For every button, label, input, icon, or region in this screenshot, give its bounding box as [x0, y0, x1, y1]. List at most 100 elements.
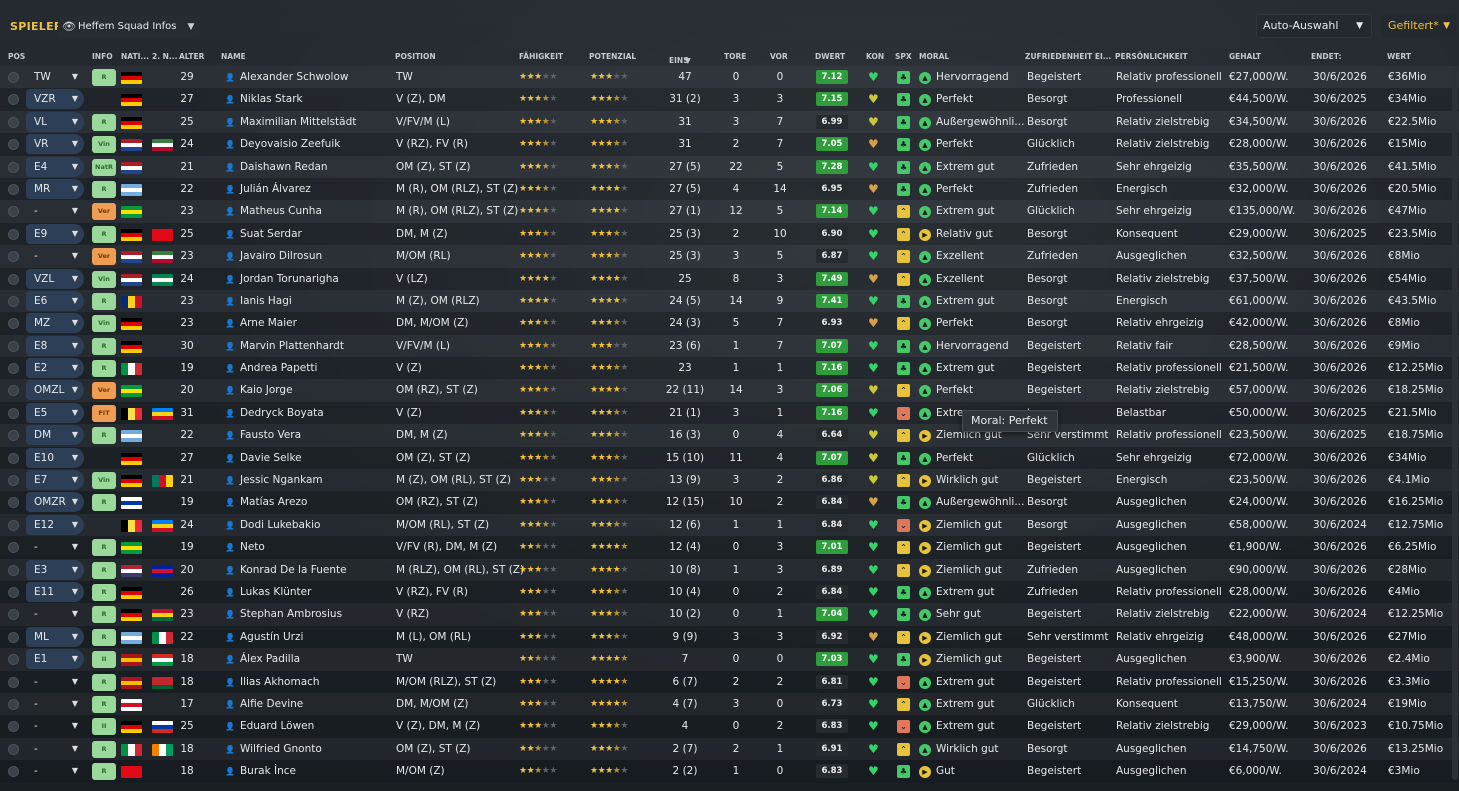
table-row[interactable]: TW ▼ R 29 👤 Alexander Schwolow TW ★★★★★ ★★…: [0, 66, 1459, 88]
col-condition[interactable]: KON: [866, 52, 885, 61]
table-row[interactable]: E8 ▼ R 30 👤 Marvin Plattenhardt V/FV/M (L)…: [0, 335, 1459, 357]
player-name[interactable]: 👤 Arne Maier: [225, 312, 297, 335]
player-name[interactable]: 👤 Agustín Urzi: [225, 626, 303, 649]
table-row[interactable]: VZR ▼ 27 👤 Niklas Stark V (Z), DM ★★★★★ ★★…: [0, 88, 1459, 111]
table-row[interactable]: E6 ▼ R 23 👤 Ianis Hagi M (Z), OM (RLZ) ★★★…: [0, 290, 1459, 312]
col-age[interactable]: ALTER: [179, 52, 205, 61]
position-selector[interactable]: MZ ▼: [26, 313, 84, 334]
info-badge[interactable]: R: [92, 583, 116, 601]
position-selector[interactable]: E4 ▼: [26, 156, 84, 177]
table-row[interactable]: VR ▼ Vin 24 👤 Deyovaisio Zeefuik V (RZ), F…: [0, 133, 1459, 156]
player-name[interactable]: 👤 Burak İnce: [225, 760, 296, 783]
info-badge[interactable]: R: [92, 494, 116, 512]
position-selector[interactable]: - ▼: [26, 739, 84, 759]
select-radio[interactable]: [8, 72, 19, 83]
filter-dropdown[interactable]: Gefiltert* ▼: [1382, 14, 1456, 38]
select-radio[interactable]: [8, 116, 19, 128]
col-potential[interactable]: POTENZIAL: [589, 52, 637, 61]
position-selector[interactable]: E7 ▼: [26, 470, 84, 491]
select-radio[interactable]: [8, 94, 19, 106]
info-badge[interactable]: Ver: [92, 248, 116, 266]
select-radio[interactable]: [8, 251, 19, 263]
info-badge[interactable]: R: [92, 360, 116, 378]
select-radio[interactable]: [8, 183, 19, 195]
info-badge[interactable]: R: [92, 763, 116, 781]
position-selector[interactable]: E9 ▼: [26, 223, 84, 244]
player-name[interactable]: 👤 Niklas Stark: [225, 88, 303, 111]
position-selector[interactable]: E3 ▼: [26, 559, 84, 580]
position-selector[interactable]: - ▼: [26, 537, 84, 557]
scrollbar[interactable]: [1452, 68, 1458, 780]
select-radio[interactable]: [8, 721, 19, 733]
select-radio[interactable]: [8, 340, 19, 352]
position-selector[interactable]: - ▼: [26, 672, 84, 692]
player-name[interactable]: 👤 Matheus Cunha: [225, 200, 322, 223]
select-radio[interactable]: [8, 766, 19, 778]
select-radio[interactable]: [8, 519, 19, 531]
info-badge[interactable]: Vin: [92, 136, 116, 154]
table-row[interactable]: E3 ▼ R 20 👤 Konrad De la Fuente M (RLZ), O…: [0, 559, 1459, 581]
info-badge[interactable]: R: [92, 113, 116, 131]
info-badge[interactable]: Ver: [92, 382, 116, 400]
player-name[interactable]: 👤 Suat Serdar: [225, 223, 302, 246]
player-name[interactable]: 👤 Eduard Löwen: [225, 715, 314, 738]
info-badge[interactable]: Ver: [92, 203, 116, 221]
position-selector[interactable]: - ▼: [26, 246, 84, 266]
col-ability[interactable]: FÄHIGKEIT: [519, 52, 564, 61]
select-radio[interactable]: [8, 295, 19, 307]
select-radio[interactable]: [8, 631, 19, 643]
select-radio[interactable]: [8, 475, 19, 487]
info-badge[interactable]: II: [92, 718, 116, 736]
player-name[interactable]: 👤 Jordan Torunarigha: [225, 268, 339, 291]
position-selector[interactable]: E10 ▼: [26, 447, 84, 468]
player-name[interactable]: 👤 Dodi Lukebakio: [225, 514, 320, 537]
select-radio[interactable]: [8, 407, 19, 419]
player-name[interactable]: 👤 Alexander Schwolow: [225, 66, 348, 89]
player-name[interactable]: 👤 Andrea Papetti: [225, 357, 317, 380]
position-selector[interactable]: E5 ▼: [26, 402, 84, 423]
position-selector[interactable]: E2 ▼: [26, 358, 84, 379]
player-name[interactable]: 👤 Stephan Ambrosius: [225, 603, 342, 626]
position-selector[interactable]: OMZL ▼: [26, 380, 84, 401]
info-badge[interactable]: R: [92, 427, 116, 445]
table-row[interactable]: - ▼ Ver 23 👤 Matheus Cunha M (R), OM (RLZ)…: [0, 200, 1459, 222]
col-name[interactable]: NAME: [221, 52, 246, 61]
position-selector[interactable]: - ▼: [26, 604, 84, 624]
info-badge[interactable]: Vin: [92, 472, 116, 490]
table-row[interactable]: - ▼ R 18 👤 Ilias Akhomach M/OM (RLZ), ST (…: [0, 670, 1459, 693]
select-radio[interactable]: [8, 698, 19, 710]
col-info[interactable]: INFO: [92, 52, 113, 61]
select-radio[interactable]: [8, 363, 19, 375]
table-row[interactable]: - ▼ R 23 👤 Stephan Ambrosius V (RZ) ★★★★★ …: [0, 603, 1459, 625]
table-row[interactable]: E2 ▼ R 19 👤 Andrea Papetti V (Z) ★★★★★ ★★★…: [0, 357, 1459, 380]
player-name[interactable]: 👤 Kaio Jorge: [225, 379, 293, 402]
player-name[interactable]: 👤 Maximilian Mittelstädt: [225, 111, 356, 134]
player-name[interactable]: 👤 Konrad De la Fuente: [225, 559, 347, 582]
info-badge[interactable]: R: [92, 628, 116, 646]
table-row[interactable]: - ▼ R 19 👤 Neto V/FV (R), DM, M (Z) ★★★★★ …: [0, 536, 1459, 559]
view-selector[interactable]: 👁 Heffem Squad Infos ▼: [58, 16, 201, 38]
col-second-nationality[interactable]: 2. N...: [152, 52, 178, 61]
player-name[interactable]: 👤 Neto: [225, 536, 265, 559]
select-radio[interactable]: [8, 654, 19, 666]
position-selector[interactable]: TW ▼: [26, 67, 84, 87]
info-badge[interactable]: R: [92, 673, 116, 691]
position-selector[interactable]: VR ▼: [26, 134, 84, 155]
player-name[interactable]: 👤 Marvin Plattenhardt: [225, 335, 344, 358]
player-name[interactable]: 👤 Javairo Dilrosun: [225, 245, 322, 268]
player-name[interactable]: 👤 Jessic Ngankam: [225, 469, 323, 492]
table-row[interactable]: VZL ▼ Vin 24 👤 Jordan Torunarigha V (LZ) ★…: [0, 267, 1459, 291]
col-satisfaction[interactable]: ZUFRIEDENHEIT EI...: [1025, 52, 1112, 61]
player-name[interactable]: 👤 Álex Padilla: [225, 648, 300, 671]
table-row[interactable]: E10 ▼ 27 👤 Davie Selke OM (Z), ST (Z) ★★★★…: [0, 446, 1459, 470]
info-badge[interactable]: R: [92, 606, 116, 624]
table-row[interactable]: E11 ▼ R 26 👤 Lukas Klünter V (RZ), FV (R) …: [0, 580, 1459, 604]
col-sharpness[interactable]: SPX: [895, 52, 912, 61]
position-selector[interactable]: - ▼: [26, 716, 84, 736]
select-radio[interactable]: [8, 586, 19, 598]
info-badge[interactable]: NatR: [92, 158, 116, 176]
col-expires[interactable]: ENDET:: [1311, 52, 1342, 61]
table-row[interactable]: DM ▼ R 22 👤 Fausto Vera DM, M (Z) ★★★★★ ★★…: [0, 424, 1459, 446]
position-selector[interactable]: - ▼: [26, 761, 84, 781]
table-row[interactable]: E5 ▼ FIT 31 👤 Dedryck Boyata V (Z) ★★★★★ ★…: [0, 401, 1459, 425]
